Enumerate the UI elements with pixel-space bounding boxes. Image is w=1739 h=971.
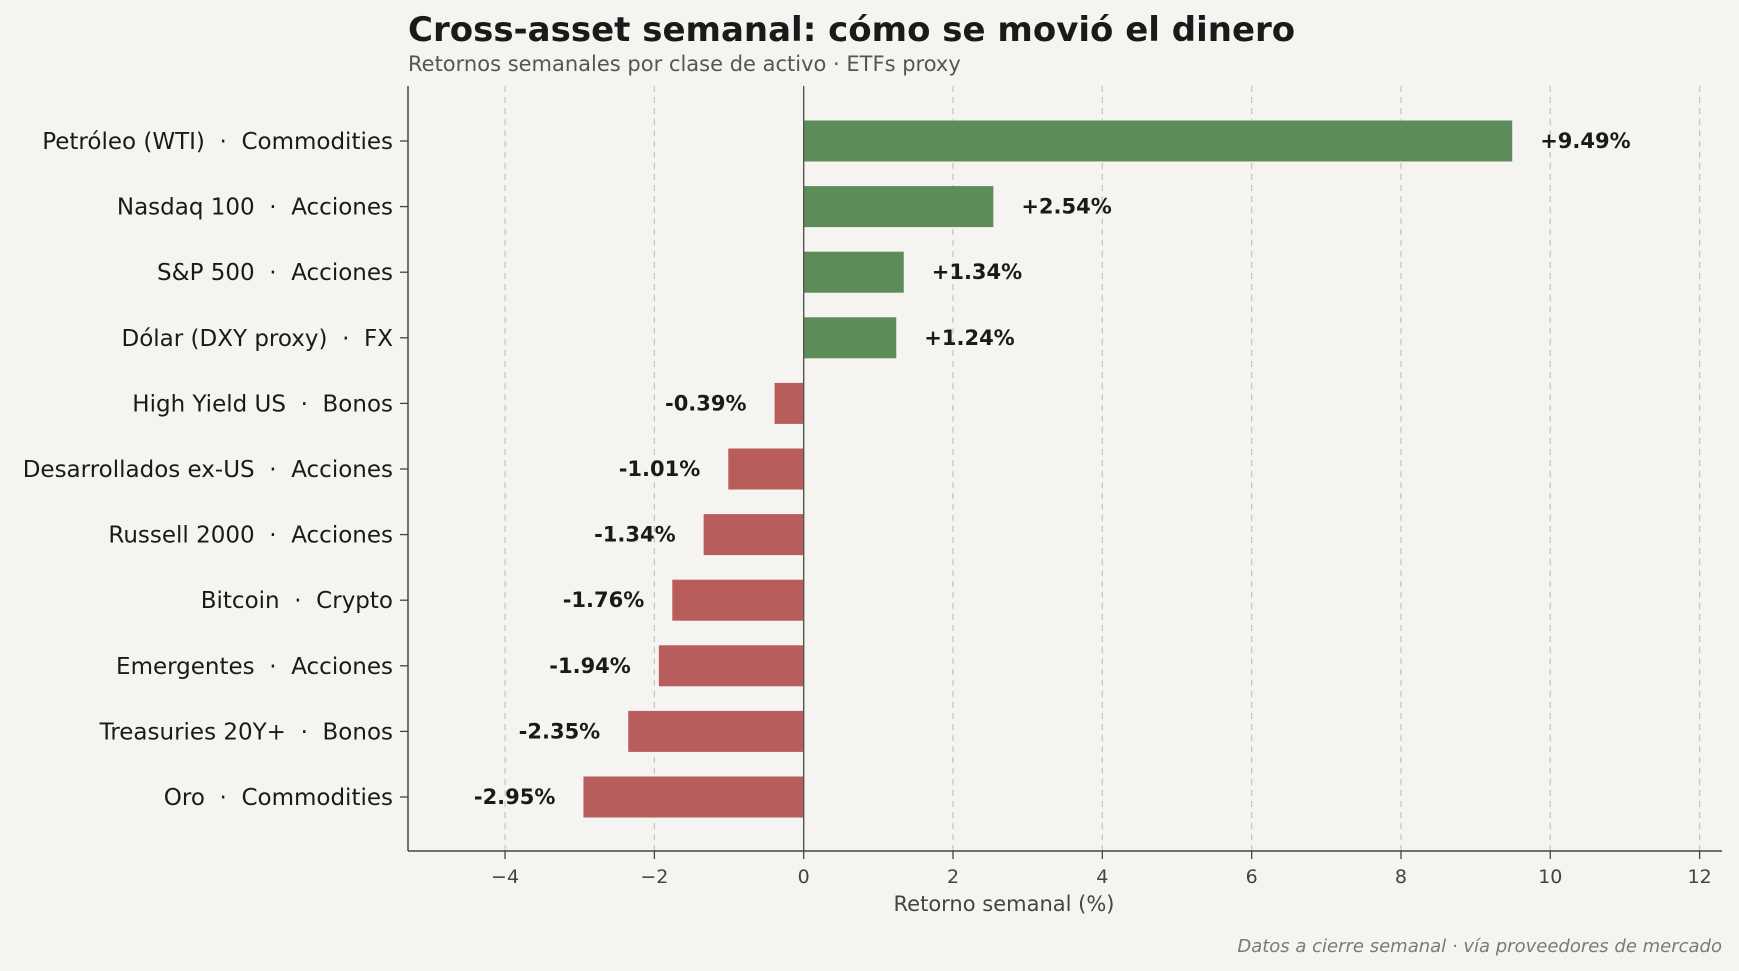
bar xyxy=(628,710,804,752)
category-label: Emergentes · Acciones xyxy=(116,654,393,680)
x-tick-label: 10 xyxy=(1538,866,1562,888)
bar xyxy=(803,120,1513,162)
data-label: +1.34% xyxy=(932,260,1022,284)
data-label: -1.01% xyxy=(619,457,701,481)
footnote: Datos a cierre semanal · vía proveedores… xyxy=(1237,936,1722,957)
x-tick-label: 2 xyxy=(947,866,959,888)
bar xyxy=(803,186,994,228)
category-label: Bitcoin · Crypto xyxy=(201,588,393,614)
category-label: High Yield US · Bonos xyxy=(132,391,393,417)
chart-subtitle: Retornos semanales por clase de activo ·… xyxy=(408,52,961,76)
bar xyxy=(728,448,804,490)
x-tick-labels: −4 −2 0 2 4 6 8 10 12 xyxy=(491,851,1712,888)
bar xyxy=(658,645,804,687)
category-label: Dólar (DXY proxy) · FX xyxy=(122,326,394,352)
x-tick-label: −2 xyxy=(640,866,668,888)
data-label: -1.76% xyxy=(563,588,645,612)
data-label: -0.39% xyxy=(665,391,747,415)
data-label: -1.34% xyxy=(594,523,676,547)
x-tick-label: −4 xyxy=(491,866,519,888)
category-label: Petróleo (WTI) · Commodities xyxy=(42,129,393,155)
bar xyxy=(803,317,897,359)
category-label: Oro · Commodities xyxy=(164,785,393,811)
bar xyxy=(803,251,904,293)
data-label: +9.49% xyxy=(1540,129,1630,153)
x-tick-label: 4 xyxy=(1096,866,1108,888)
x-tick-label: 6 xyxy=(1246,866,1258,888)
bars xyxy=(583,120,1513,818)
data-label: +2.54% xyxy=(1021,195,1111,219)
category-label: Desarrollados ex-US · Acciones xyxy=(23,457,393,483)
category-label: S&P 500 · Acciones xyxy=(157,260,393,286)
bar xyxy=(703,514,804,556)
bar xyxy=(583,776,804,818)
category-label: Nasdaq 100 · Acciones xyxy=(117,195,393,221)
data-labels: +9.49% +2.54% +1.34% +1.24% -0.39% -1.01% -1.3… xyxy=(474,129,1631,809)
category-label: Russell 2000 · Acciones xyxy=(108,523,393,549)
data-label: -2.35% xyxy=(519,719,601,743)
category-label: Treasuries 20Y+ · Bonos xyxy=(99,719,393,745)
x-axis-title: Retorno semanal (%) xyxy=(894,892,1115,916)
data-label: -2.95% xyxy=(474,785,556,809)
x-tick-label: 12 xyxy=(1688,866,1712,888)
chart-title: Cross-asset semanal: cómo se movió el di… xyxy=(408,10,1295,50)
x-tick-label: 0 xyxy=(798,866,810,888)
category-labels: Petróleo (WTI) · Commodities Nasdaq 100 ·… xyxy=(23,129,408,811)
x-tick-label: 8 xyxy=(1395,866,1407,888)
bar xyxy=(672,579,804,621)
bar xyxy=(774,382,804,424)
data-label: -1.94% xyxy=(549,654,631,678)
data-label: +1.24% xyxy=(924,326,1014,350)
